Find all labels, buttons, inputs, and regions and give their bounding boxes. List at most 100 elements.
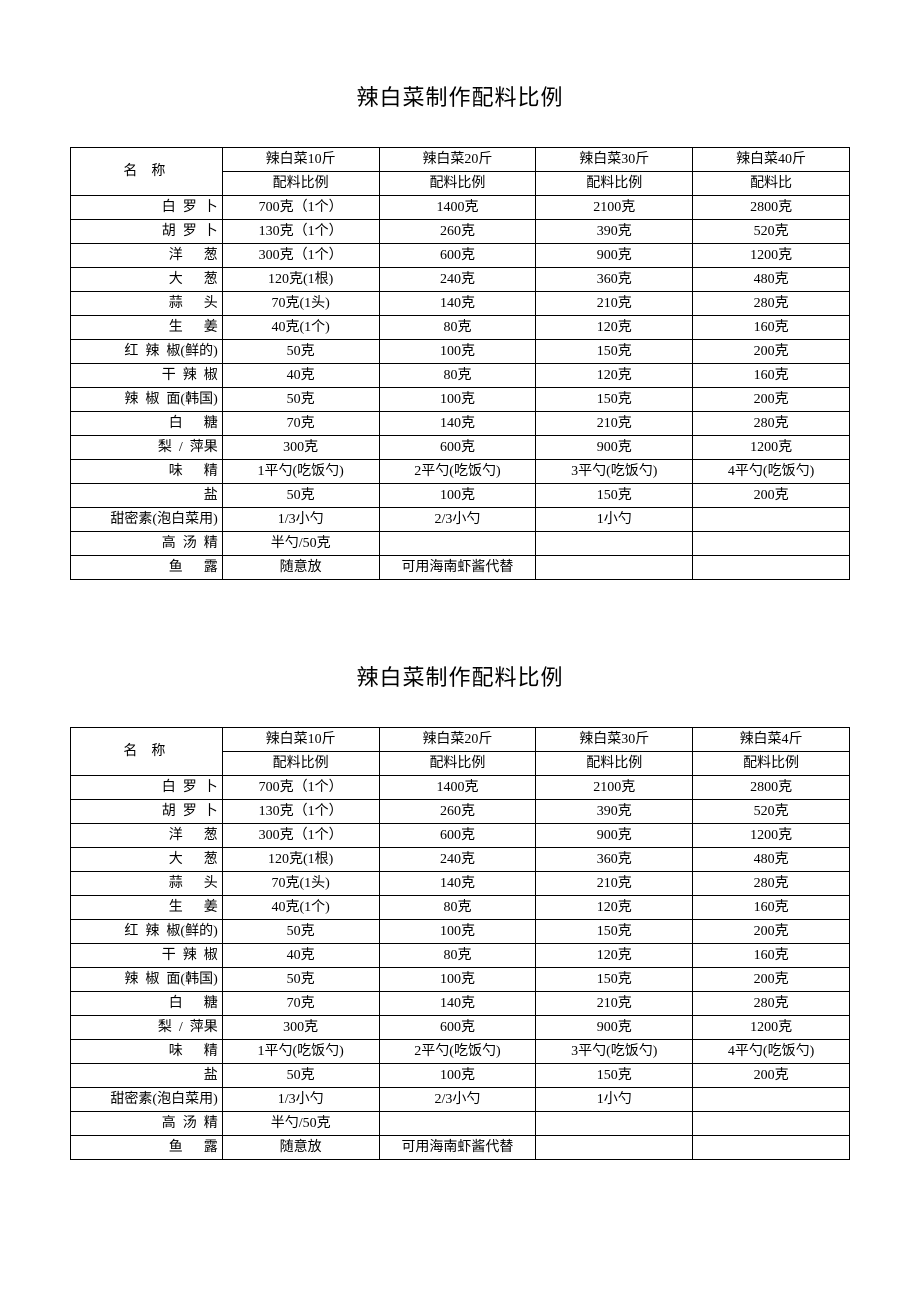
ingredient-value: 2100克 [536,776,693,800]
ingredient-value: 300克（1个） [222,824,379,848]
ingredient-value [693,508,850,532]
ingredient-value: 120克 [536,316,693,340]
ingredient-name: 高 汤 精 [71,1112,223,1136]
ingredient-value: 120克 [536,944,693,968]
table-header-row-1: 名称辣白菜10斤辣白菜20斤辣白菜30斤辣白菜40斤 [71,148,850,172]
ingredient-value: 150克 [536,968,693,992]
ingredient-name: 洋 葱 [71,244,223,268]
ingredient-name: 干 辣 椒 [71,364,223,388]
ingredient-value: 3平勺(吃饭勺) [536,460,693,484]
column-header-line2-1: 配料比例 [379,752,536,776]
ingredient-value: 80克 [379,944,536,968]
ingredient-value: 600克 [379,244,536,268]
ingredient-value: 2平勺(吃饭勺) [379,460,536,484]
ingredient-value: 200克 [693,968,850,992]
ingredient-value: 1200克 [693,436,850,460]
ingredient-name: 蒜 头 [71,292,223,316]
ingredient-value: 200克 [693,340,850,364]
ingredient-name: 梨 / 萍果 [71,1016,223,1040]
ingredient-value: 可用海南虾酱代替 [379,556,536,580]
table-row: 洋 葱300克（1个）600克900克1200克 [71,824,850,848]
column-header-name: 名称 [71,728,223,776]
ingredient-value: 2100克 [536,196,693,220]
ingredient-value: 200克 [693,1064,850,1088]
ingredient-value: 80克 [379,364,536,388]
table-row: 味 精1平勺(吃饭勺)2平勺(吃饭勺)3平勺(吃饭勺)4平勺(吃饭勺) [71,460,850,484]
table-row: 白 糖70克140克210克280克 [71,412,850,436]
ingredient-name: 辣 椒 面(韩国) [71,968,223,992]
ingredient-value: 40克 [222,944,379,968]
ingredient-value: 4平勺(吃饭勺) [693,460,850,484]
ingredient-value [536,532,693,556]
ingredient-value: 390克 [536,800,693,824]
ingredient-value: 130克（1个） [222,220,379,244]
ingredient-value: 100克 [379,968,536,992]
ingredient-value: 2800克 [693,776,850,800]
ingredient-value: 随意放 [222,1136,379,1160]
ingredient-value: 40克(1个) [222,896,379,920]
ingredient-value: 1200克 [693,824,850,848]
ingredient-value: 50克 [222,340,379,364]
ingredient-value: 120克(1根) [222,268,379,292]
ingredient-value: 100克 [379,1064,536,1088]
ingredient-value: 随意放 [222,556,379,580]
ingredient-value: 520克 [693,800,850,824]
table-row: 生 姜40克(1个)80克120克160克 [71,896,850,920]
ingredient-name: 生 姜 [71,896,223,920]
table-header-row-1: 名称辣白菜10斤辣白菜20斤辣白菜30斤辣白菜4斤 [71,728,850,752]
ingredient-value: 600克 [379,1016,536,1040]
table-row: 高 汤 精半勺/50克 [71,532,850,556]
ingredient-value: 50克 [222,968,379,992]
table-row: 红 辣 椒(鲜的)50克100克150克200克 [71,920,850,944]
ingredient-name: 白 糖 [71,412,223,436]
ingredient-name: 鱼 露 [71,556,223,580]
ingredient-value [379,1112,536,1136]
column-header-line1-2: 辣白菜30斤 [536,728,693,752]
ingredient-value: 1/3小勺 [222,508,379,532]
ingredient-value: 280克 [693,292,850,316]
ingredient-value: 1平勺(吃饭勺) [222,1040,379,1064]
ingredient-value: 150克 [536,920,693,944]
ingredient-value: 1小勺 [536,1088,693,1112]
ingredient-value: 160克 [693,316,850,340]
ingredient-value: 1400克 [379,776,536,800]
ingredient-value: 120克 [536,896,693,920]
ingredient-value: 480克 [693,268,850,292]
ingredient-value: 210克 [536,412,693,436]
ingredient-value: 360克 [536,268,693,292]
ingredient-value: 半勺/50克 [222,1112,379,1136]
ingredients-table: 名称辣白菜10斤辣白菜20斤辣白菜30斤辣白菜40斤配料比例配料比例配料比例配料… [70,147,850,580]
column-header-line1-1: 辣白菜20斤 [379,148,536,172]
table-row: 干 辣 椒40克80克120克160克 [71,364,850,388]
column-header-line2-2: 配料比例 [536,752,693,776]
table-row: 白 罗 卜700克（1个）1400克2100克2800克 [71,776,850,800]
ingredient-value: 2/3小勺 [379,508,536,532]
ingredient-value: 4平勺(吃饭勺) [693,1040,850,1064]
ingredient-value: 140克 [379,292,536,316]
table-row: 胡 罗 卜130克（1个）260克390克520克 [71,800,850,824]
table-row: 洋 葱300克（1个）600克900克1200克 [71,244,850,268]
ingredient-value: 900克 [536,436,693,460]
column-header-line2-3: 配料比例 [693,752,850,776]
ingredient-name: 甜密素(泡白菜用) [71,508,223,532]
ingredient-value: 700克（1个） [222,776,379,800]
ingredient-value: 150克 [536,388,693,412]
column-header-line2-0: 配料比例 [222,172,379,196]
section-title: 辣白菜制作配料比例 [70,80,850,112]
table-row: 梨 / 萍果300克600克900克1200克 [71,1016,850,1040]
ingredient-value: 280克 [693,412,850,436]
ingredient-value: 240克 [379,848,536,872]
column-header-line1-0: 辣白菜10斤 [222,148,379,172]
ingredient-value: 50克 [222,920,379,944]
ingredient-name: 大 葱 [71,848,223,872]
ingredient-name: 红 辣 椒(鲜的) [71,920,223,944]
ingredient-name: 白 糖 [71,992,223,1016]
ingredient-value: 160克 [693,944,850,968]
ingredient-value: 70克 [222,412,379,436]
ingredient-value: 360克 [536,848,693,872]
ingredient-value: 210克 [536,872,693,896]
ingredient-value: 200克 [693,920,850,944]
ingredient-value: 300克（1个） [222,244,379,268]
ingredient-value: 200克 [693,388,850,412]
ingredient-name: 鱼 露 [71,1136,223,1160]
